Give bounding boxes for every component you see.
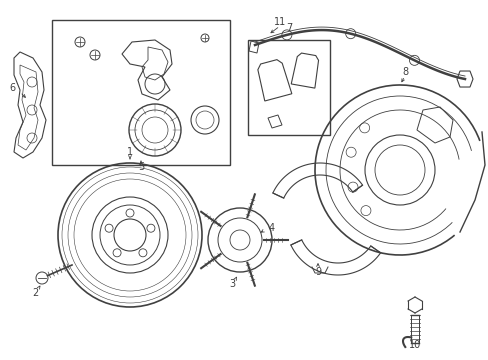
Text: 1: 1: [127, 147, 133, 157]
Text: 9: 9: [314, 267, 321, 277]
Text: 2: 2: [32, 288, 38, 298]
Text: 7: 7: [285, 23, 291, 33]
Text: 8: 8: [401, 67, 407, 77]
Text: 10: 10: [408, 340, 420, 350]
Text: 6: 6: [9, 83, 15, 93]
Text: 4: 4: [268, 223, 274, 233]
Bar: [247, 40, 329, 135]
Text: 3: 3: [228, 279, 235, 289]
Bar: [52, 20, 229, 165]
Text: 5: 5: [138, 162, 144, 172]
Text: 11: 11: [273, 17, 285, 27]
